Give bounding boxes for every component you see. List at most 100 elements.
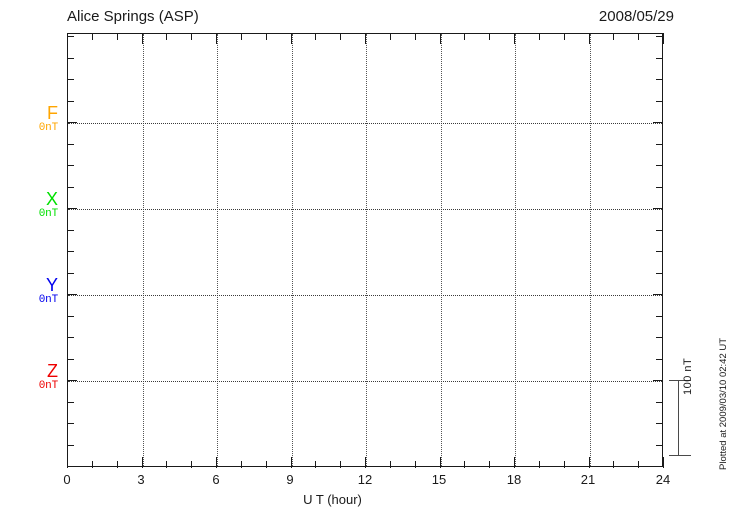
- component-label-x: X 0nT: [14, 190, 58, 221]
- vertical-gridline-3: [142, 34, 144, 466]
- xtick-bottom-13: [389, 461, 391, 468]
- xtick-top-16: [464, 33, 466, 40]
- scale-bar-label: 100 nT: [682, 357, 694, 395]
- xtick-top-13: [389, 33, 391, 40]
- xtick-bottom-10: [315, 461, 317, 468]
- xtick-bottom-18: [514, 457, 515, 468]
- xtick-top-10: [315, 33, 317, 40]
- xtick-top-11: [340, 33, 342, 40]
- ytick-right-187: [656, 187, 663, 188]
- vertical-gridline-21: [589, 34, 591, 466]
- ytick-left-101: [67, 101, 74, 102]
- xtick-label-12: 12: [357, 472, 373, 487]
- ytick-left-165: [67, 165, 74, 166]
- ytick-right-165: [656, 165, 663, 166]
- baseline-y: [68, 295, 662, 296]
- xtick-label-24: 24: [655, 472, 671, 487]
- ytick-left-144: [67, 144, 74, 145]
- vertical-gridline-15: [440, 34, 442, 466]
- ytick-left-251: [67, 251, 74, 252]
- component-label-y: Y 0nT: [14, 276, 58, 307]
- ytick-right-230: [656, 230, 663, 231]
- xtick-label-3: 3: [137, 472, 145, 487]
- ytick-left-402: [67, 402, 74, 403]
- ytick-right-294: [653, 294, 663, 295]
- component-value-f: 0nT: [38, 122, 58, 134]
- xtick-bottom-11: [340, 461, 342, 468]
- xtick-top-7: [240, 33, 242, 40]
- xtick-label-6: 6: [212, 472, 220, 487]
- xtick-label-18: 18: [506, 472, 522, 487]
- xaxis-title: U T (hour): [0, 492, 730, 507]
- xtick-top-8: [265, 33, 267, 40]
- ytick-left-230: [67, 230, 74, 231]
- xtick-bottom-15: [439, 457, 441, 468]
- ytick-right-359: [656, 359, 663, 360]
- xtick-label-0: 0: [63, 472, 71, 487]
- ytick-right-380: [653, 380, 663, 381]
- xtick-bottom-5: [191, 461, 193, 468]
- xtick-bottom-16: [464, 461, 466, 468]
- ytick-left-337: [67, 337, 74, 338]
- component-value-x: 0nT: [38, 208, 58, 220]
- vertical-gridline-6: [217, 34, 218, 466]
- xtick-top-17: [489, 33, 491, 40]
- xtick-top-21: [588, 33, 590, 44]
- xtick-top-24: [663, 33, 664, 44]
- scale-bar: [669, 380, 691, 456]
- xtick-bottom-9: [290, 457, 292, 468]
- baseline-z: [68, 381, 662, 382]
- xtick-label-21: 21: [580, 472, 596, 487]
- ytick-right-144: [656, 144, 663, 145]
- xtick-bottom-1: [91, 461, 93, 468]
- ytick-right-36: [656, 36, 663, 37]
- ytick-left-58: [67, 58, 74, 59]
- xtick-bottom-22: [613, 461, 615, 468]
- xtick-top-1: [91, 33, 93, 40]
- ytick-right-251: [656, 251, 663, 252]
- xtick-top-3: [141, 33, 143, 44]
- ytick-left-359: [67, 359, 74, 360]
- ytick-right-445: [656, 445, 663, 446]
- xtick-bottom-21: [588, 457, 590, 468]
- xtick-label-9: 9: [286, 472, 294, 487]
- xtick-top-15: [439, 33, 441, 44]
- xtick-top-23: [638, 33, 640, 40]
- component-value-y: 0nT: [38, 294, 58, 306]
- xtick-top-19: [538, 33, 540, 40]
- baseline-x: [68, 209, 662, 210]
- component-letter-y: Y: [45, 275, 58, 295]
- ytick-right-273: [656, 273, 663, 274]
- baseline-f: [68, 123, 662, 124]
- ytick-right-122: [653, 122, 663, 123]
- ytick-right-337: [656, 337, 663, 338]
- chart-date: 2008/05/29: [598, 8, 674, 25]
- xtick-top-14: [414, 33, 416, 40]
- xtick-bottom-17: [489, 461, 491, 468]
- ytick-right-423: [656, 423, 663, 424]
- xtick-top-4: [166, 33, 168, 40]
- xtick-top-5: [191, 33, 193, 40]
- xtick-bottom-19: [538, 461, 540, 468]
- component-letter-x: X: [45, 189, 58, 209]
- xtick-bottom-20: [563, 461, 565, 468]
- xtick-top-9: [290, 33, 292, 44]
- xtick-bottom-14: [414, 461, 416, 468]
- ytick-right-316: [656, 316, 663, 317]
- ytick-left-187: [67, 187, 74, 188]
- vertical-gridline-9: [291, 34, 293, 466]
- xtick-bottom-3: [141, 457, 143, 468]
- ytick-left-445: [67, 445, 74, 446]
- ytick-right-402: [656, 402, 663, 403]
- xtick-label-15: 15: [431, 472, 447, 487]
- xtick-top-2: [116, 33, 118, 40]
- ytick-left-36: [67, 36, 74, 37]
- ytick-right-208: [653, 208, 663, 209]
- ytick-right-79: [656, 79, 663, 80]
- plot-area: [67, 33, 663, 467]
- ytick-left-294: [67, 294, 77, 295]
- component-letter-z: Z: [47, 361, 58, 381]
- xtick-bottom-4: [166, 461, 168, 468]
- xtick-top-18: [514, 33, 515, 44]
